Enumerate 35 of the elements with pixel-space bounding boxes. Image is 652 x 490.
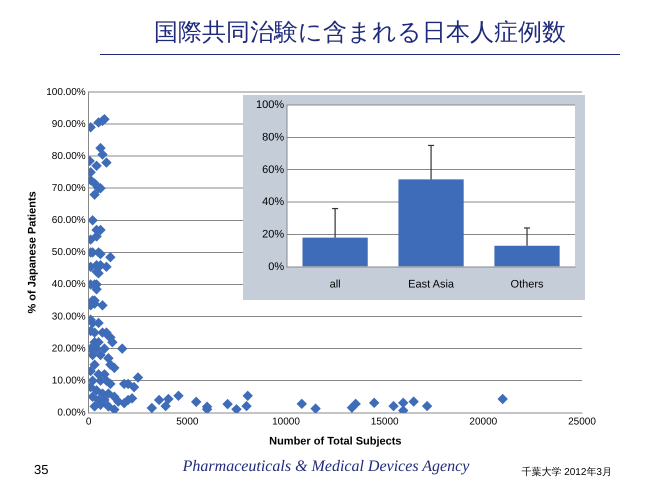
y-tick-label: 70.00% xyxy=(52,182,86,194)
y-tick-label: 0% xyxy=(268,260,284,273)
x-tick-label: East Asia xyxy=(408,278,455,290)
y-tick-label: 60.00% xyxy=(52,215,86,226)
x-tick-label: all xyxy=(330,278,341,290)
x-tick-label: 5000 xyxy=(176,416,199,428)
y-tick-label: 50.00% xyxy=(52,247,86,258)
y-tick-label: 40.00% xyxy=(52,279,86,290)
bar xyxy=(398,179,464,266)
y-tick-label: 10.00% xyxy=(52,375,86,386)
y-axis-title: % of Japanese Patients xyxy=(26,191,39,314)
y-tick-label: 80.00% xyxy=(52,150,86,162)
bar xyxy=(494,246,560,266)
x-axis-title: Number of Total Subjects xyxy=(269,435,402,448)
x-tick-label: 15000 xyxy=(370,416,400,428)
x-tick-label: 25000 xyxy=(568,416,596,428)
y-tick-label: 0.00% xyxy=(57,408,86,419)
y-tick-label: 20% xyxy=(262,228,284,240)
text: 35 xyxy=(34,462,48,477)
x-tick-label: 0 xyxy=(86,416,92,428)
text: 千葉大学 2012年3月 xyxy=(521,466,612,479)
chart-title: 国際共同治験に含まれる日本人症例数 xyxy=(100,16,620,55)
y-tick-label: 100% xyxy=(256,99,284,112)
y-tick-label: 80% xyxy=(262,131,284,144)
y-tick-label: 30.00% xyxy=(52,311,86,322)
x-tick-label: 20000 xyxy=(469,416,498,428)
y-tick-label: 60% xyxy=(262,164,284,176)
y-tick-label: 40% xyxy=(262,196,284,208)
bar xyxy=(302,238,368,266)
x-tick-label: 10000 xyxy=(272,416,300,428)
y-tick-label: 20.00% xyxy=(52,343,86,354)
x-tick-label: Others xyxy=(510,278,544,290)
text: Pharmaceuticals & Medical Devices Agency xyxy=(182,458,470,475)
y-tick-label: 100.00% xyxy=(46,86,86,98)
y-tick-label: 90.00% xyxy=(52,118,86,130)
